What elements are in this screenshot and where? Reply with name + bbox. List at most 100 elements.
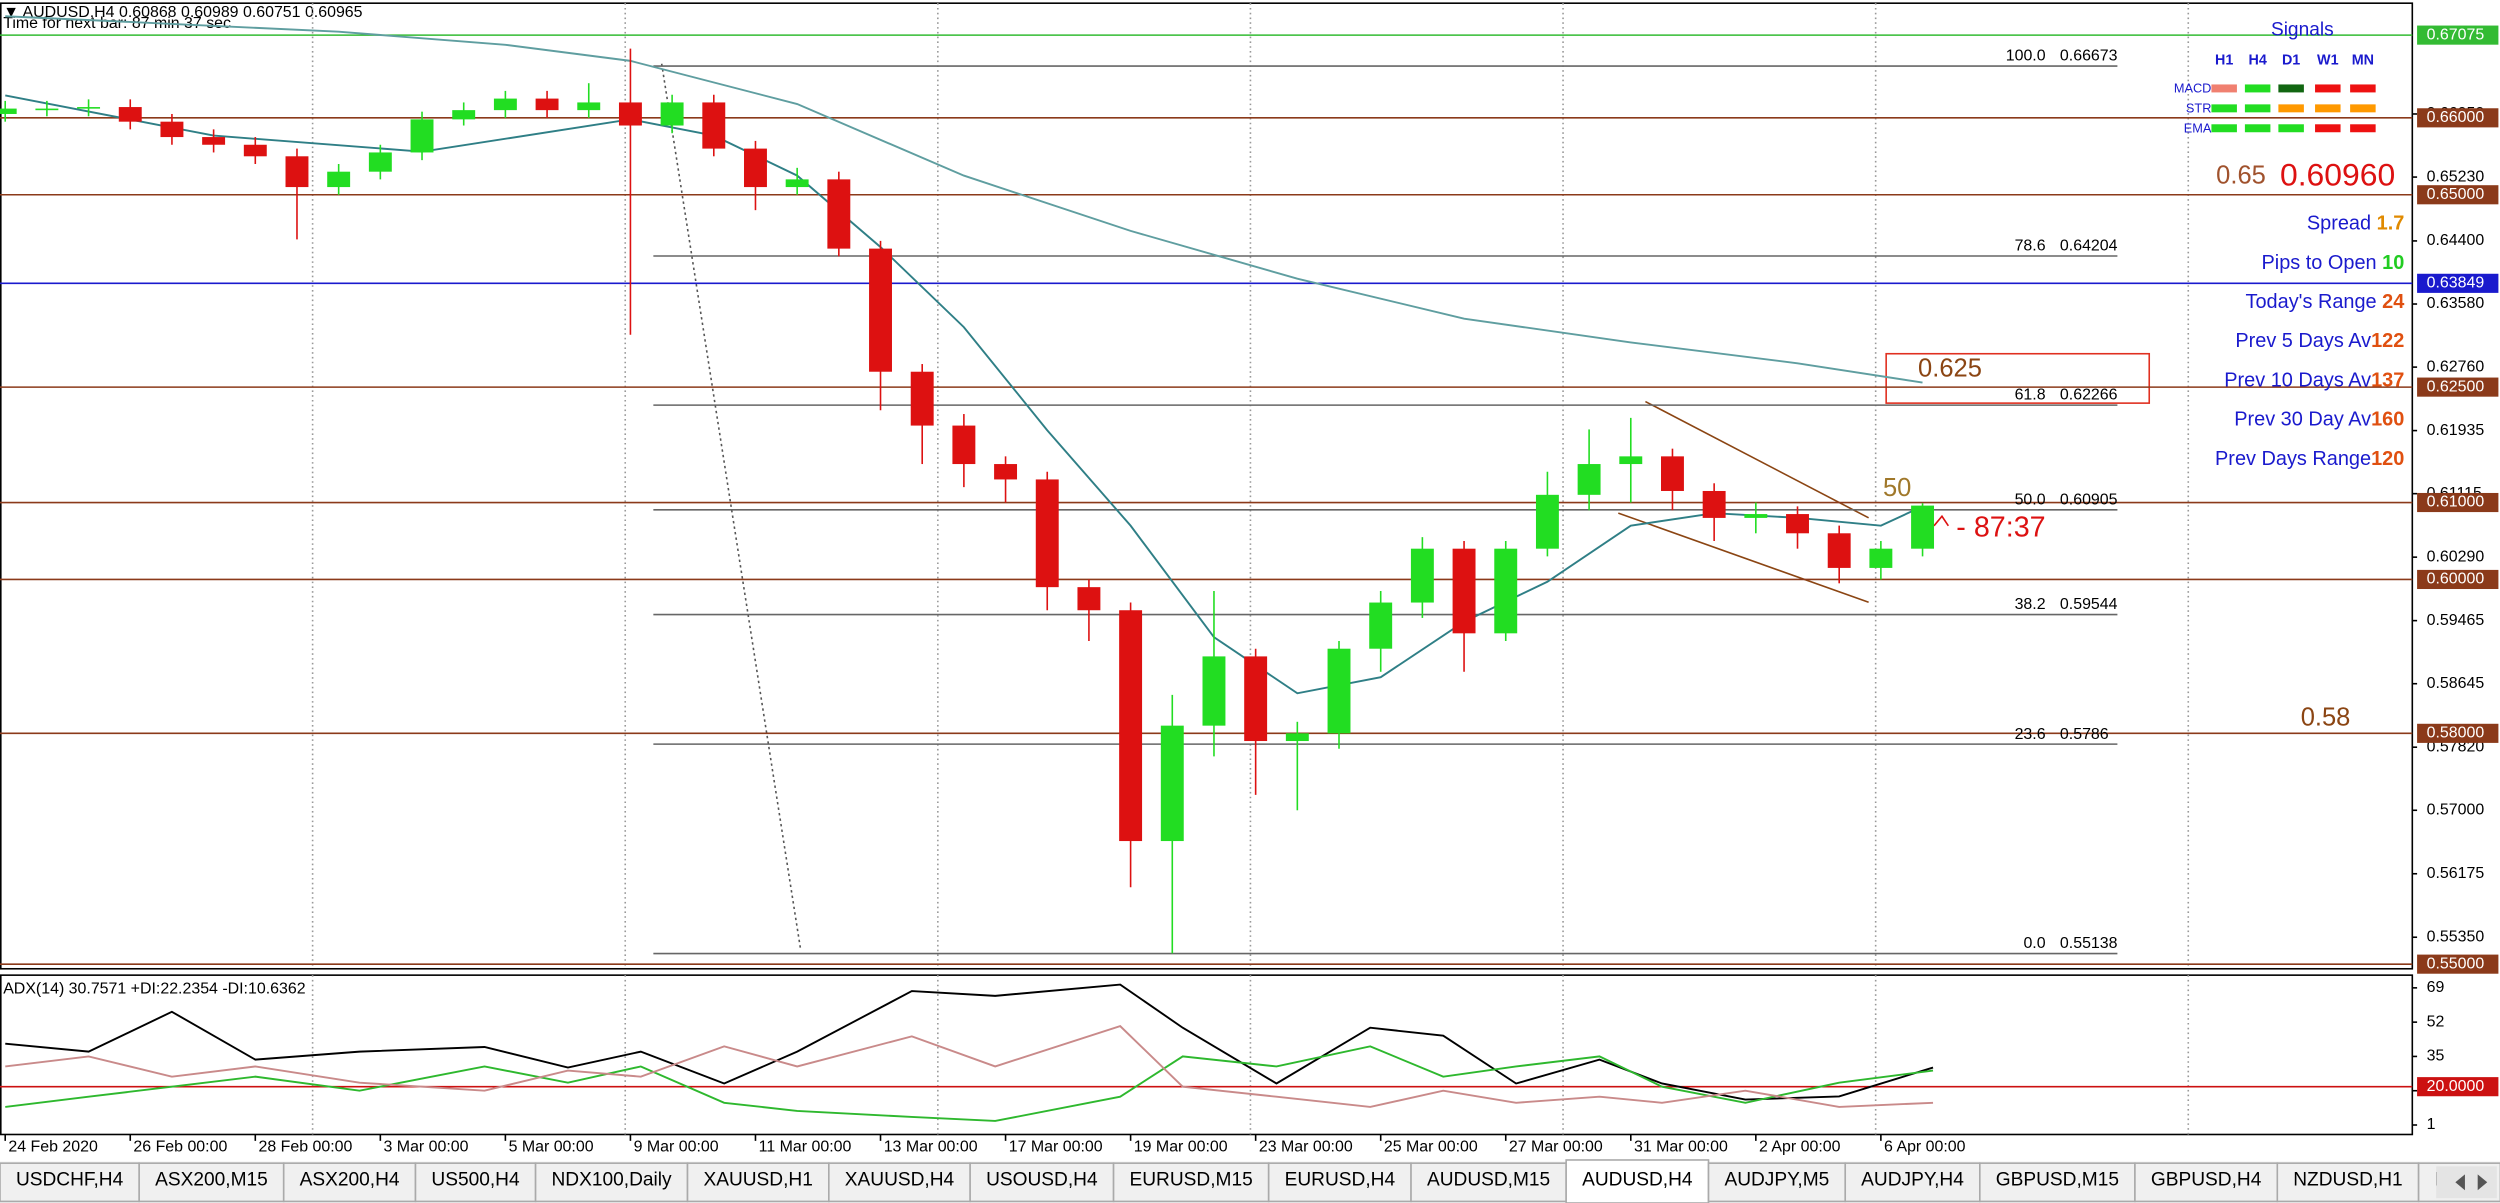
tab-label[interactable]: EURUSD,H4 <box>1285 1170 1396 1191</box>
fib-level: 23.6 <box>2015 726 2046 743</box>
signal-row-label: MACD <box>2174 81 2212 96</box>
tab-label[interactable]: GBPUSD,M15 <box>1996 1170 2119 1191</box>
tab-scroll-left[interactable] <box>2455 1174 2465 1191</box>
tab-label[interactable]: ASX200,H4 <box>300 1170 400 1191</box>
tab[interactable]: NDX100,Daily <box>534 1162 689 1203</box>
tab-label[interactable]: EURUSD,M15 <box>1130 1170 1253 1191</box>
candle-body <box>1869 548 1893 568</box>
tab-label[interactable]: NZDUSD,H1 <box>2293 1170 2402 1191</box>
candle-body <box>535 98 559 111</box>
signal-column: W1 <box>2317 52 2339 68</box>
x-tick-label: 25 Mar 00:00 <box>1384 1138 1478 1155</box>
tab[interactable]: AUDUSD,M15 <box>1410 1162 1567 1203</box>
tab-label[interactable]: XAUUSD,H1 <box>703 1170 812 1191</box>
tab-label[interactable]: AUDJPY,M5 <box>1724 1170 1829 1191</box>
tab-label[interactable]: AUDJPY,H4 <box>1861 1170 1964 1191</box>
tab-label[interactable]: AUDUSD,H4 <box>1582 1170 1693 1191</box>
tab-label[interactable]: XAUUSD,H4 <box>845 1170 955 1191</box>
tab-label[interactable]: AUDUSD,M15 <box>1427 1170 1550 1191</box>
tab[interactable]: US500,H4 <box>414 1162 537 1203</box>
tab[interactable]: ASX200,M15 <box>138 1162 285 1203</box>
level-tag <box>2417 108 2499 128</box>
tab-label[interactable]: NDX100,Daily <box>552 1170 672 1191</box>
signal-column: H1 <box>2215 52 2233 68</box>
tab[interactable]: USOUSD,H4 <box>969 1162 1115 1203</box>
tab[interactable]: AUDJPY,H4 <box>1844 1162 1981 1203</box>
y-tick-label: 0.55350 <box>2427 928 2485 945</box>
candle-body <box>368 152 392 172</box>
fib-level: 61.8 <box>2015 387 2046 404</box>
info-label: Prev 5 Days Av <box>2235 331 2371 353</box>
tab[interactable]: ASX200,H4 <box>282 1162 417 1203</box>
signal-cell <box>2315 84 2341 93</box>
info-label: Prev 10 Days Av <box>2224 370 2371 392</box>
level-label: 0.65000 <box>2427 186 2485 203</box>
tab-bg[interactable] <box>2134 1162 2279 1203</box>
tab-label[interactable]: USOUSD,H4 <box>986 1170 1098 1191</box>
tab-label[interactable]: GBPUSD,H4 <box>2151 1170 2262 1191</box>
y-tick-label: 0.62760 <box>2427 358 2485 375</box>
level-tag <box>2417 25 2499 45</box>
level-label: 20.0000 <box>2427 1078 2485 1095</box>
signals-title: Signals <box>2271 19 2334 40</box>
tab-label[interactable]: US500,H4 <box>431 1170 520 1191</box>
signal-cell <box>2211 104 2237 113</box>
y-tick-label: 0.65230 <box>2427 168 2485 185</box>
fib-price: 0.60905 <box>2060 491 2118 508</box>
candle-body <box>910 371 934 426</box>
tab-bg[interactable] <box>282 1162 417 1203</box>
candle-body <box>1577 464 1601 495</box>
candle-body <box>285 156 309 188</box>
tab-bg[interactable] <box>138 1162 285 1203</box>
tab-scroll[interactable] <box>2436 1166 2497 1199</box>
signal-column: H4 <box>2248 52 2266 68</box>
tab-bg[interactable] <box>414 1162 537 1203</box>
tab[interactable]: EURUSD,H4 <box>1267 1162 1412 1203</box>
tab[interactable]: AUDUSD,H4 <box>1565 1159 1710 1203</box>
signal-cell <box>2211 84 2237 93</box>
tab[interactable]: XAUUSD,H4 <box>828 1162 971 1203</box>
info-value: 122 <box>2371 331 2404 353</box>
fib-level: 38.2 <box>2015 596 2046 613</box>
tab-scroll-right[interactable] <box>2477 1174 2488 1191</box>
candle-body <box>952 425 976 465</box>
tab[interactable]: AUDJPY,M5 <box>1707 1162 1847 1203</box>
tab[interactable]: NZDUSD,H1 <box>2276 1162 2420 1203</box>
tab-label[interactable]: ASX200,M15 <box>155 1170 268 1191</box>
candle-body <box>702 102 726 149</box>
info-label: Prev Days Range <box>2215 448 2371 470</box>
annotation: - 87:37 <box>1956 512 2045 544</box>
x-tick-label: 26 Feb 00:00 <box>133 1138 227 1155</box>
info-line: Pips to Open 10 <box>2262 252 2405 274</box>
tab-label[interactable]: USDCHF,H4 <box>16 1170 124 1191</box>
candle-body <box>327 171 351 188</box>
tab[interactable]: EURUSD,M15 <box>1112 1162 1270 1203</box>
tab-bg[interactable] <box>0 1162 140 1203</box>
x-tick-label: 23 Mar 00:00 <box>1259 1138 1353 1155</box>
tab[interactable]: GBPUSD,M15 <box>1979 1162 2136 1203</box>
fib-level: 50.0 <box>2015 491 2046 508</box>
tab-bg[interactable] <box>1844 1162 1981 1203</box>
channel-line <box>1618 512 1869 604</box>
level-tag <box>2417 569 2499 590</box>
tab-bg[interactable] <box>686 1162 830 1203</box>
tab[interactable]: GBPUSD,H4 <box>2134 1162 2279 1203</box>
tab-bg[interactable] <box>2276 1162 2420 1203</box>
level-label: 0.62500 <box>2427 378 2485 395</box>
x-tick-label: 27 Mar 00:00 <box>1509 1138 1603 1155</box>
candle-body <box>1827 533 1851 568</box>
signal-cell <box>2244 84 2271 93</box>
candle-body <box>1494 548 1518 634</box>
signal-cell <box>2278 124 2304 133</box>
signal-cell <box>2315 104 2341 113</box>
info-value: 137 <box>2371 370 2404 392</box>
level-tag <box>2417 377 2499 397</box>
indicator-line <box>5 1045 1934 1122</box>
candle-body <box>785 179 809 188</box>
signal-cell <box>2350 84 2376 93</box>
info-line: Today's Range 24 <box>2246 291 2405 313</box>
tab[interactable]: USDCHF,H4 <box>0 1162 140 1203</box>
moving-average <box>5 15 1923 384</box>
candle-body <box>243 144 267 157</box>
tab[interactable]: XAUUSD,H1 <box>686 1162 830 1203</box>
